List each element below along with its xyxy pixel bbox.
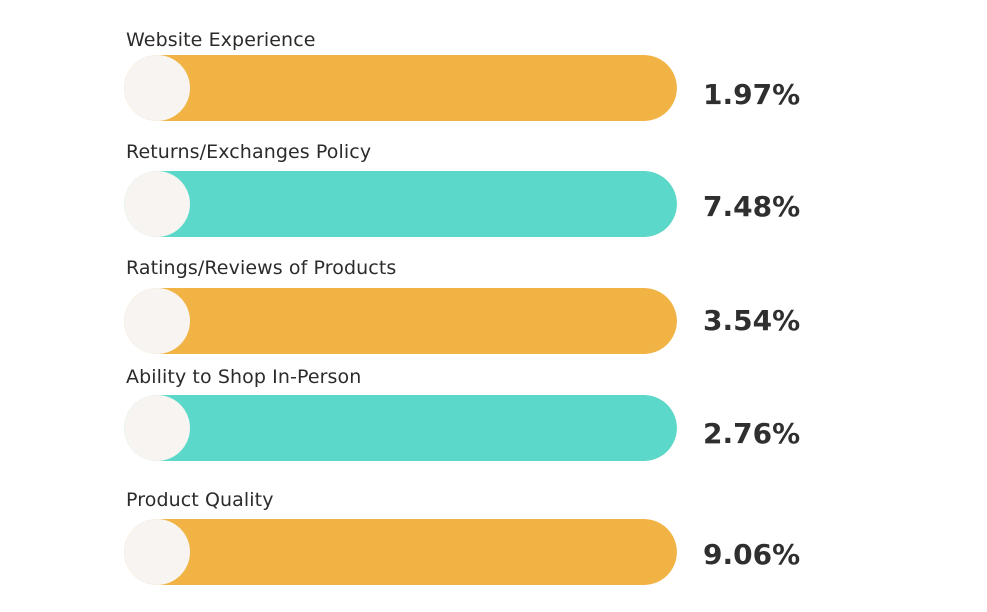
value-label: 2.76% <box>703 417 801 450</box>
bar <box>124 395 677 461</box>
bar-track <box>124 171 677 237</box>
value-label: 7.48% <box>703 190 801 223</box>
bar-knob <box>124 171 190 237</box>
bar <box>124 288 677 354</box>
bar-knob <box>124 288 190 354</box>
category-label: Product Quality <box>126 489 274 511</box>
bar-knob <box>124 395 190 461</box>
category-label: Ability to Shop In-Person <box>126 366 362 388</box>
bar-knob <box>124 55 190 121</box>
category-label: Returns/Exchanges Policy <box>126 141 372 163</box>
category-label: Ratings/Reviews of Products <box>126 257 397 279</box>
bar-track <box>124 55 677 121</box>
bar-track <box>124 288 677 354</box>
bar-track <box>124 395 677 461</box>
bar-track <box>124 519 677 585</box>
bar <box>124 171 677 237</box>
value-label: 1.97% <box>703 78 801 111</box>
bar <box>124 519 677 585</box>
bar-knob <box>124 519 190 585</box>
value-label: 3.54% <box>703 304 801 337</box>
bar <box>124 55 677 121</box>
category-label: Website Experience <box>126 29 316 51</box>
value-label: 9.06% <box>703 538 801 571</box>
